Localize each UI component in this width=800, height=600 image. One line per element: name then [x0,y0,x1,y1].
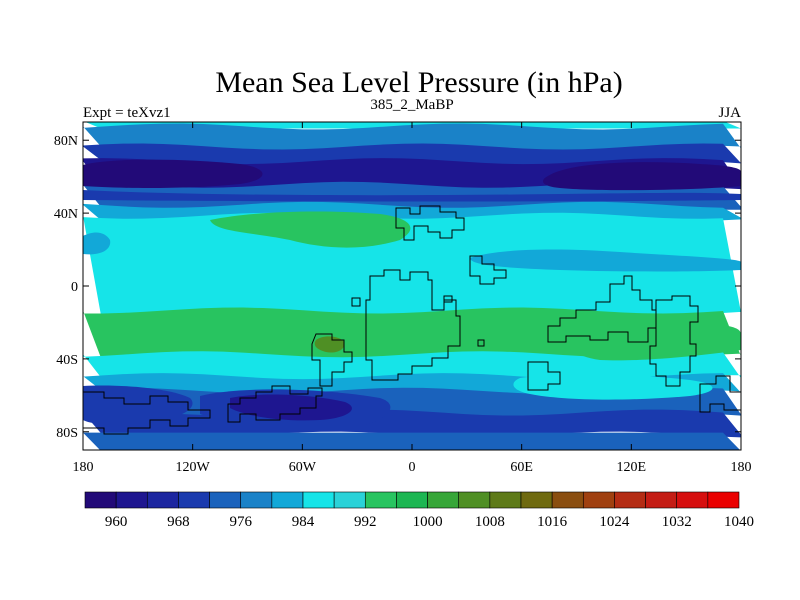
north-band-lighter-strip [83,190,741,202]
south-indian-cyan-patch [513,374,713,400]
east-asia-blue-patch [470,249,741,272]
colorbar-swatch [302,491,335,509]
colorbar-swatch [364,491,397,509]
x-tick-label: 0 [409,460,416,475]
colorbar-swatch [240,491,273,509]
colorbar-label: 1040 [724,514,754,530]
colorbar: 960 968 976 984 992 1000 1008 1016 1024 1032 1040 [84,491,754,530]
pressure-band-984 [83,123,741,152]
colorbar-swatch [209,491,242,509]
colorbar-swatch [520,491,553,509]
x-tick-label: 60W [289,460,317,475]
coastline-africa [365,269,461,381]
experiment-label: Expt = teXvz1 [83,105,171,121]
colorbar-label: 1000 [413,514,443,530]
coastline-asia [469,255,507,285]
colorbar-swatch [271,491,304,509]
pressure-band-976 [83,143,741,167]
southern-ocean-deep-low [230,394,352,421]
x-tick-label: 120E [617,460,647,475]
colorbar-swatch [333,491,366,509]
colorbar-swatch [707,491,740,509]
colorbar-swatch [396,491,428,509]
chart-title: Mean Sea Level Pressure (in hPa) [215,66,622,99]
y-tick-label: 80N [54,134,78,149]
coastline-island-3 [351,297,361,307]
colorbar-label: 1008 [475,514,505,530]
y-tick-label: 40N [54,207,78,222]
coastline-south-america [311,333,353,387]
coastline-europe [395,205,465,241]
pressure-band-992 [83,201,741,221]
colorbar-label: 1032 [662,514,692,530]
y-axis: 80N 40N 0 40S 80S [54,134,741,441]
north-low-west-blob [83,159,263,188]
colorbar-label: 976 [229,514,252,530]
north-low-east-blob [543,162,741,191]
colorbar-label: 1024 [599,514,630,530]
colorbar-label: 992 [354,514,377,530]
colorbar-swatch [489,491,522,509]
coastline-antarctica-west [83,391,211,435]
pressure-band-1000 [83,212,741,316]
colorbar-label: 1016 [537,514,568,530]
x-tick-label: 120W [176,460,211,475]
coastline-south-africa [527,361,561,391]
season-label: JJA [718,105,741,121]
colorbar-swatch [427,491,460,509]
y-tick-label: 40S [56,353,78,368]
y-tick-label: 0 [71,280,78,295]
colorbar-swatch [146,491,179,509]
colorbar-swatch [645,491,678,509]
x-axis: 180 120W 60W 0 60E 120E 180 [73,122,752,475]
coastline-asia-south [547,275,657,343]
run-label: 385_2_MaBP [370,97,453,113]
x-tick-label: 180 [731,460,752,475]
y-tick-label: 80S [56,426,78,441]
colorbar-swatch [458,491,491,509]
coastlines [83,205,741,435]
north-pacific-blue-patch [83,232,111,255]
map-plot-area [83,122,741,450]
colorbar-label: 960 [105,514,128,530]
coastline-island-1 [443,295,453,303]
north-atlantic-high-blob [210,211,411,248]
colorbar-swatch [551,491,584,509]
colorbar-label: 984 [292,514,315,530]
colorbar-swatch [614,491,646,509]
colorbar-swatch [178,491,210,509]
coastline-island-2 [477,339,485,347]
south-pacific-low-west [83,385,193,425]
coastline-maritime-continent [649,295,699,387]
pressure-band-984 [83,432,741,450]
coastline-antarctica-east [699,375,741,413]
colorbar-swatch [676,491,709,509]
colorbar-label: 968 [167,514,190,530]
colorbar-swatch [115,491,148,509]
x-tick-label: 180 [73,460,94,475]
colorbar-swatch [84,491,117,509]
coastline-antarctica-mid [227,385,323,423]
x-tick-label: 60E [510,460,533,475]
colorbar-swatch [582,491,615,509]
